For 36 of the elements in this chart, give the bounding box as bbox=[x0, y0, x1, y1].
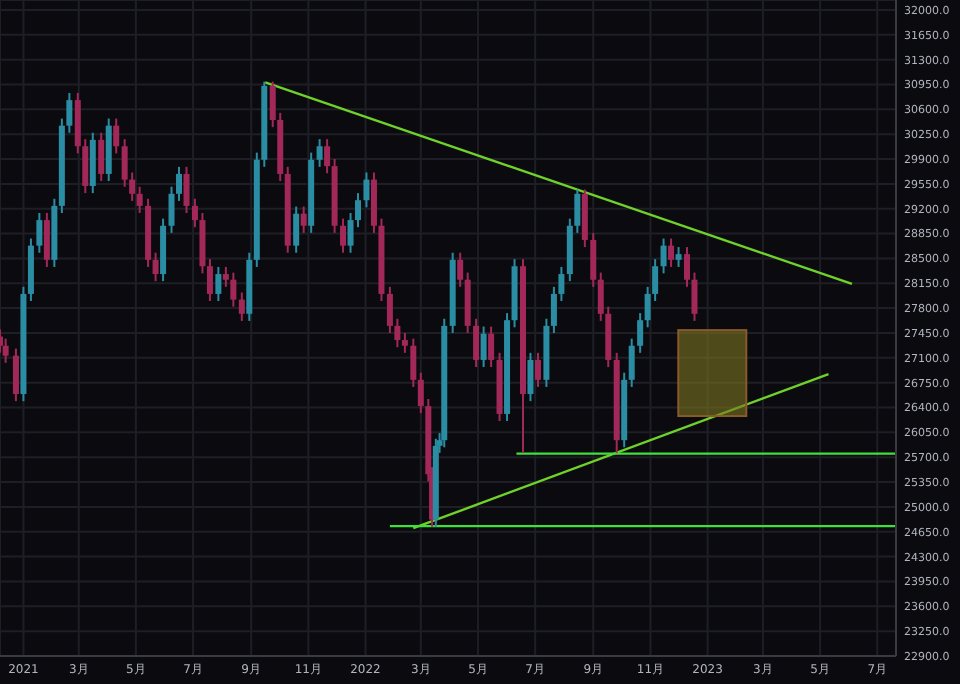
candlestick bbox=[183, 165, 190, 214]
candlestick bbox=[316, 138, 323, 168]
candlestick bbox=[43, 211, 50, 268]
candlestick bbox=[527, 351, 534, 403]
candlestick bbox=[113, 117, 120, 155]
candlestick bbox=[238, 291, 245, 322]
candlestick bbox=[293, 205, 300, 254]
candlestick bbox=[12, 347, 19, 403]
candlestick bbox=[660, 237, 667, 275]
candlestick bbox=[628, 337, 635, 388]
candlestick bbox=[230, 271, 237, 308]
candlestick bbox=[668, 237, 675, 268]
candlestick bbox=[2, 337, 9, 364]
candlestick bbox=[98, 131, 105, 183]
candlestick bbox=[340, 217, 347, 254]
candlestick bbox=[215, 265, 222, 303]
candlestick bbox=[410, 337, 417, 388]
candlestick bbox=[637, 312, 644, 354]
candlestick bbox=[300, 205, 307, 234]
candlestick bbox=[534, 351, 541, 388]
candlestick bbox=[89, 131, 96, 195]
candlestick bbox=[324, 138, 331, 175]
candlestick bbox=[457, 251, 464, 288]
candlestick bbox=[152, 251, 159, 283]
candlestick bbox=[464, 271, 471, 334]
candlestick bbox=[473, 317, 480, 369]
candlestick bbox=[488, 325, 495, 369]
candlestick bbox=[675, 246, 682, 268]
candlestick bbox=[401, 331, 408, 354]
candlestick bbox=[363, 171, 370, 209]
candlestick bbox=[480, 325, 487, 369]
candlestick bbox=[136, 185, 143, 214]
candlestick bbox=[581, 188, 588, 249]
candlestick bbox=[36, 211, 43, 254]
candlestick bbox=[206, 258, 213, 303]
candlestick bbox=[590, 231, 597, 288]
